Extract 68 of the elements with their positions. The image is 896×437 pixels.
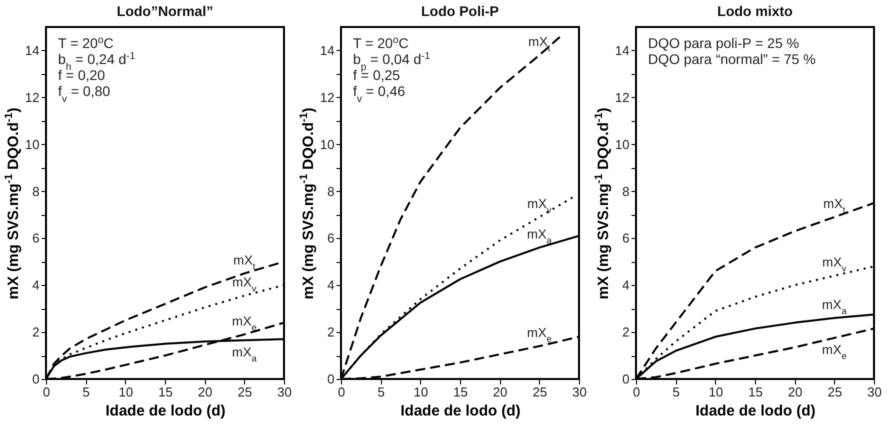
x-tick-label: 5 (672, 384, 680, 400)
y-tick-label: 14 (320, 42, 334, 58)
x-tick-label: 15 (453, 384, 468, 400)
chart-title: Lodo mixto (717, 3, 793, 19)
x-tick-label: 30 (572, 384, 587, 400)
x-tick-label: 0 (42, 384, 50, 400)
y-tick-label: 12 (615, 90, 630, 105)
x-tick-label: 5 (82, 384, 90, 400)
annotation: DQO para poli-P = 25 % (648, 35, 800, 51)
series-label: mX$_{e}$ (232, 313, 257, 332)
x-tick-label: 10 (414, 384, 428, 400)
annotation: DQO para “normal” = 75 % (648, 51, 816, 67)
series-label: mX$_{e}$ (822, 342, 847, 361)
y-tick-label: 2 (32, 324, 40, 340)
y-tick-label: 0 (327, 372, 334, 386)
y-tick-label: 0 (32, 372, 40, 386)
y-tick-label: 0 (622, 372, 630, 386)
x-tick-label: 20 (492, 384, 508, 400)
series-label: mX$_{v}$ (822, 254, 847, 274)
series-label: mX$_{a}$ (822, 296, 848, 316)
x-tick-label: 15 (158, 384, 173, 400)
x-tick-label: 20 (788, 384, 802, 400)
x-tick-label: 30 (867, 384, 882, 400)
x-tick-label: 0 (338, 384, 346, 400)
y-tick-label: 14 (25, 42, 40, 58)
annotation: T = 20$^{o}$C (353, 34, 409, 51)
y-tick-label: 14 (615, 42, 630, 58)
x-tick-label: 10 (118, 384, 134, 400)
annotation: T = 20$^{o}$C (58, 34, 114, 51)
y-tick-label: 2 (327, 324, 334, 340)
annotation: f$_{v}$ = 0,80 (58, 83, 110, 104)
x-tick-label: 5 (378, 384, 385, 400)
chart-title: Lodo”Normal” (116, 3, 214, 19)
chart-title: Lodo Poli-P (421, 3, 499, 19)
y-tick-label: 8 (32, 184, 40, 199)
y-tick-label: 10 (25, 136, 40, 152)
y-tick-label: 4 (32, 278, 40, 293)
x-tick-label: 25 (532, 384, 548, 400)
x-tick-label: 15 (748, 384, 763, 400)
y-tick-label: 6 (32, 230, 40, 246)
y-tick-label: 2 (622, 324, 630, 340)
x-tick-label: 25 (238, 384, 252, 400)
y-tick-label: 8 (327, 184, 334, 199)
x-tick-label: 25 (828, 384, 842, 400)
series-label: mX$_{t}$ (528, 34, 551, 54)
y-tick-label: 6 (622, 230, 630, 246)
y-tick-label: 8 (622, 184, 630, 199)
y-tick-label: 10 (320, 136, 334, 152)
x-tick-label: 0 (632, 384, 640, 400)
annotation: f$_{v}$ = 0,46 (353, 83, 406, 104)
x-tick-label: 10 (708, 384, 724, 400)
x-axis-title: Idade de lodo (d) (400, 402, 520, 420)
y-tick-label: 4 (327, 278, 334, 293)
x-axis-title: Idade de lodo (d) (106, 402, 226, 420)
y-tick-label: 12 (320, 90, 334, 105)
series-label: mX$_{e}$ (526, 325, 552, 344)
series-label: mX$_{a}$ (232, 344, 258, 364)
x-axis-title: Idade de lodo (d) (696, 402, 816, 420)
series-label: mX$_{a}$ (526, 226, 552, 246)
y-tick-label: 12 (25, 90, 40, 105)
series-label: mX$_{v}$ (232, 274, 257, 294)
y-tick-label: 4 (622, 278, 630, 293)
y-tick-label: 10 (615, 136, 630, 152)
x-tick-label: 20 (198, 384, 212, 400)
series-label: mX$_{v}$ (527, 196, 552, 216)
x-tick-label: 30 (277, 384, 292, 400)
series-label: mX$_{t}$ (233, 252, 256, 272)
y-tick-label: 6 (327, 230, 334, 246)
